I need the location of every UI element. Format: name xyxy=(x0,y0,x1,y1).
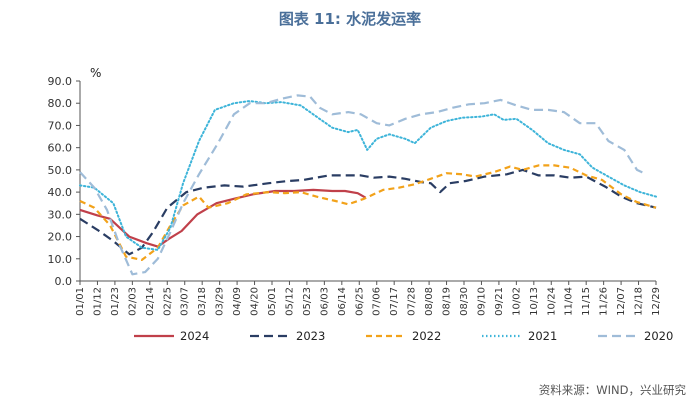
x-tick-label: 08/19 xyxy=(442,287,453,316)
x-tick-label: 07/06 xyxy=(372,287,383,316)
x-tick-label: 02/14 xyxy=(145,287,156,316)
x-tick-label: 11/26 xyxy=(599,287,610,316)
x-tick-label: 05/12 xyxy=(284,287,295,316)
x-tick-label: 08/08 xyxy=(424,287,435,316)
x-tick-label: 01/23 xyxy=(110,287,121,316)
series-line-2020 xyxy=(79,94,647,276)
x-tick-label: 06/14 xyxy=(337,287,348,316)
x-tick-label: 11/04 xyxy=(564,287,575,316)
series-line-2022 xyxy=(79,164,657,261)
x-tick-label: 04/20 xyxy=(250,287,261,316)
series-line-2023 xyxy=(79,168,657,256)
y-tick-label: 0.0 xyxy=(55,275,73,288)
x-tick-label: 05/23 xyxy=(302,287,313,316)
x-tick-label: 10/13 xyxy=(529,287,540,316)
x-tick-label: 10/24 xyxy=(546,287,557,316)
x-tick-label: 01/12 xyxy=(92,287,103,316)
x-tick-label: 12/07 xyxy=(616,287,627,316)
x-tick-label: 05/01 xyxy=(267,287,278,316)
x-tick-label: 07/17 xyxy=(389,287,400,316)
x-tick-label: 11/15 xyxy=(581,287,592,316)
y-tick-label: 30.0 xyxy=(48,208,73,221)
x-tick-label: 12/18 xyxy=(634,287,645,316)
x-tick-label: 04/09 xyxy=(232,287,243,316)
x-tick-label: 02/03 xyxy=(127,287,138,316)
x-tick-label: 06/03 xyxy=(319,287,330,316)
x-tick-label: 06/25 xyxy=(354,287,365,316)
x-tick-label: 08/30 xyxy=(459,287,470,316)
x-tick-label: 03/18 xyxy=(197,287,208,316)
x-tick-label: 01/01 xyxy=(75,287,86,316)
y-tick-label: 80.0 xyxy=(48,97,73,110)
y-tick-label: 60.0 xyxy=(48,142,73,155)
y-tick-label: 50.0 xyxy=(48,164,73,177)
x-tick-label: 09/10 xyxy=(476,287,487,316)
x-tick-label: 09/21 xyxy=(494,287,505,316)
y-tick-label: 70.0 xyxy=(48,119,73,132)
x-tick-label: 03/07 xyxy=(180,287,191,316)
legend-label-2023: 2023 xyxy=(296,329,325,343)
chart-title: 图表 11: 水泥发运率 xyxy=(278,10,422,28)
x-tick-label: 02/25 xyxy=(162,287,173,316)
x-axis: 01/01 01/12 01/23 02/03 02/14 02/25 03/07 03/18… xyxy=(75,280,662,316)
x-tick-label: 07/28 xyxy=(407,287,418,316)
x-tick-label: 03/29 xyxy=(215,287,226,316)
x-tick-label: 12/29 xyxy=(651,287,662,316)
series-line-2021 xyxy=(79,100,657,251)
y-tick-label: 40.0 xyxy=(48,186,73,199)
x-tick-label: 10/02 xyxy=(511,287,522,316)
y-unit-label: % xyxy=(90,66,101,80)
legend-label-2024: 2024 xyxy=(180,329,209,343)
y-tick-label: 90.0 xyxy=(48,75,73,88)
legend-label-2021: 2021 xyxy=(528,329,557,343)
series-line-2024 xyxy=(79,188,367,248)
legend: 2024 2023 2022 2021 2020 xyxy=(134,329,673,343)
legend-label-2022: 2022 xyxy=(412,329,441,343)
legend-label-2020: 2020 xyxy=(644,329,673,343)
y-tick-label: 20.0 xyxy=(48,231,73,244)
source-note: 资料来源：WIND，兴业研究 xyxy=(538,383,686,397)
y-tick-label: 10.0 xyxy=(48,253,73,266)
y-axis: 0.0 10.0 20.0 30.0 40.0 50.0 60.0 70.0 80.0 90.0 xyxy=(48,75,81,288)
